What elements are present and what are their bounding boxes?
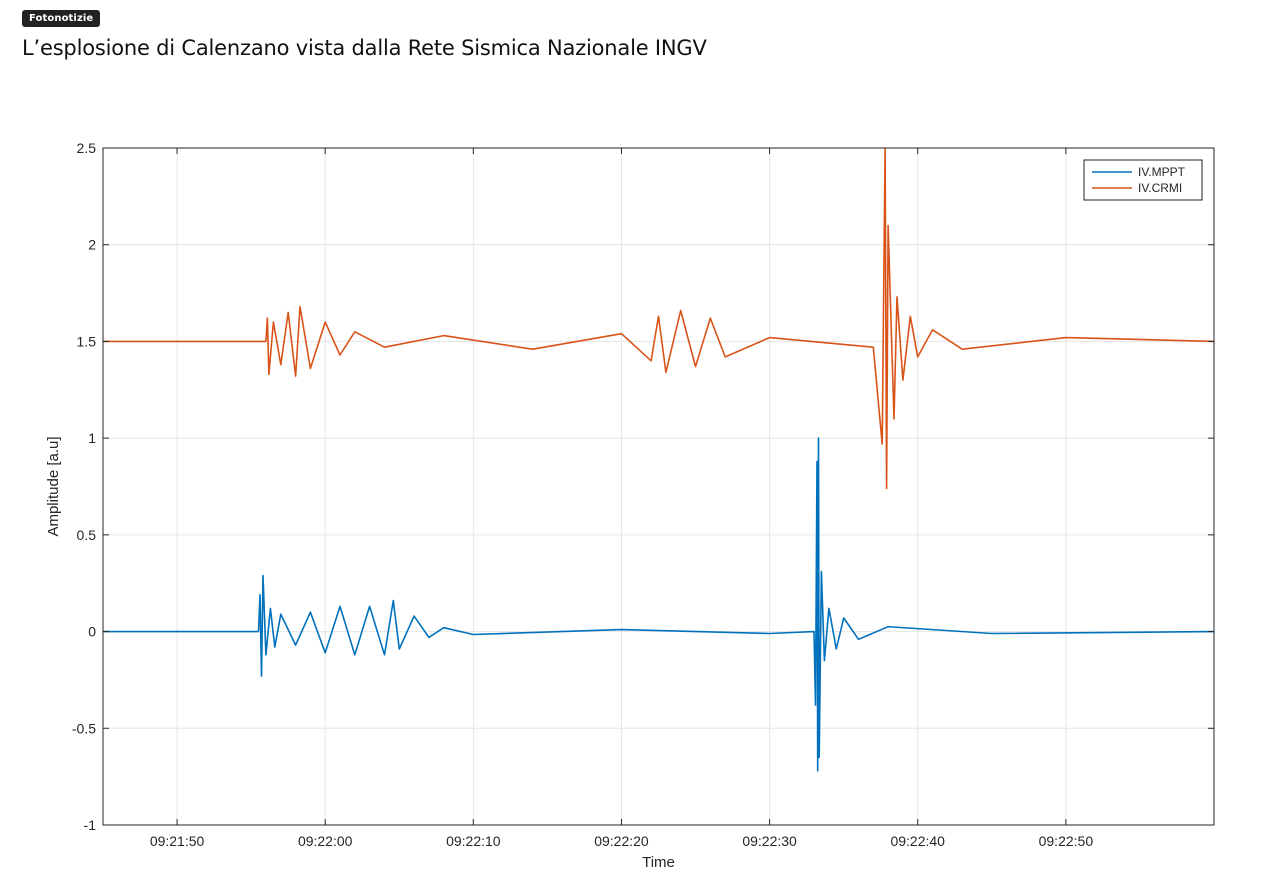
x-axis-label: Time xyxy=(642,854,675,871)
category-badge[interactable]: Fotonotizie xyxy=(22,10,101,27)
x-tick-label: 09:22:20 xyxy=(594,833,649,849)
y-tick-label: 1 xyxy=(88,430,96,446)
x-tick-label: 09:22:50 xyxy=(1039,833,1094,849)
series-line-iv-mppt xyxy=(103,437,1215,772)
y-tick-label: 2 xyxy=(88,237,96,253)
x-tick-label: 09:22:40 xyxy=(890,833,945,849)
axis-ticks: 09:21:50 09:22:00 09:22:10 09:22:20 09:22:30… xyxy=(72,140,1214,849)
y-tick-label: 0.5 xyxy=(77,527,97,543)
x-tick-label: 09:21:50 xyxy=(150,833,205,849)
x-tick-label: 09:22:30 xyxy=(742,833,797,849)
legend-box xyxy=(1083,159,1203,201)
y-tick-label: 2.5 xyxy=(77,140,97,156)
plot-frame xyxy=(102,147,1215,826)
y-tick-label: 1.5 xyxy=(77,333,97,349)
x-tick-label: 09:22:00 xyxy=(298,833,353,849)
chart-legend: IV.MPPT IV.CRMI xyxy=(1083,159,1203,201)
legend-label: IV.CRMI xyxy=(1138,181,1182,195)
y-tick-label: 0 xyxy=(88,624,96,640)
y-tick-label: -0.5 xyxy=(72,720,96,736)
y-axis-label: Amplitude [a.u] xyxy=(45,436,62,536)
series-line-iv-crmi xyxy=(103,147,1215,490)
series-lines xyxy=(103,147,1215,772)
grid-lines xyxy=(103,147,1214,826)
legend-label: IV.MPPT xyxy=(1138,165,1186,179)
page-title: L’esplosione di Calenzano vista dalla Re… xyxy=(22,36,707,60)
y-tick-label: -1 xyxy=(84,817,97,833)
x-tick-label: 09:22:10 xyxy=(446,833,501,849)
